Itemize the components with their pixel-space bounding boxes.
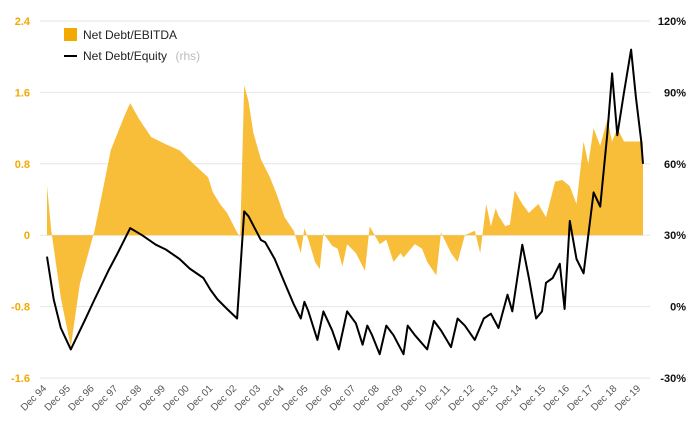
y-right-tick-label: 90% bbox=[664, 87, 686, 99]
legend-entry-net-debt-equity: Net Debt/Equity (rhs) bbox=[83, 47, 200, 64]
y-left-tick-label: 1.6 bbox=[15, 87, 30, 99]
y-right-tick-label: 30% bbox=[664, 230, 686, 242]
legend-swatch-net-debt-ebitda bbox=[64, 28, 77, 41]
right-axis: 120% 90% 60% 30% 0% -30% bbox=[658, 16, 686, 385]
y-left-tick-label: -0.8 bbox=[11, 302, 30, 314]
line-series-layer bbox=[46, 48, 644, 356]
area-series-layer bbox=[47, 85, 643, 347]
legend-label-rhs: (rhs) bbox=[176, 49, 201, 63]
y-left-tick-label: 0 bbox=[24, 230, 30, 242]
line-net-debt-equity bbox=[46, 48, 644, 356]
y-right-tick-label: 60% bbox=[664, 159, 686, 171]
x-tick-label: Dec 10 bbox=[399, 383, 429, 413]
x-tick-label: Dec 19 bbox=[613, 383, 643, 413]
y-right-tick-label: 0% bbox=[670, 302, 686, 314]
y-left-tick-label: -1.6 bbox=[11, 373, 30, 385]
left-axis: 2.4 1.6 0.8 0 -0.8 -1.6 bbox=[11, 16, 31, 385]
area-net-debt-ebitda bbox=[47, 85, 643, 347]
y-right-tick-label: 120% bbox=[658, 16, 686, 28]
y-left-tick-label: 0.8 bbox=[15, 159, 30, 171]
y-left-tick-label: 2.4 bbox=[15, 16, 31, 28]
legend-label-net-debt-ebitda: Net Debt/EBITDA bbox=[83, 28, 177, 42]
y-right-tick-label: -30% bbox=[660, 373, 686, 385]
legend-label-net-debt-equity: Net Debt/Equity bbox=[83, 49, 167, 63]
legend: Net Debt/EBITDA Net Debt/Equity (rhs) bbox=[64, 28, 200, 64]
